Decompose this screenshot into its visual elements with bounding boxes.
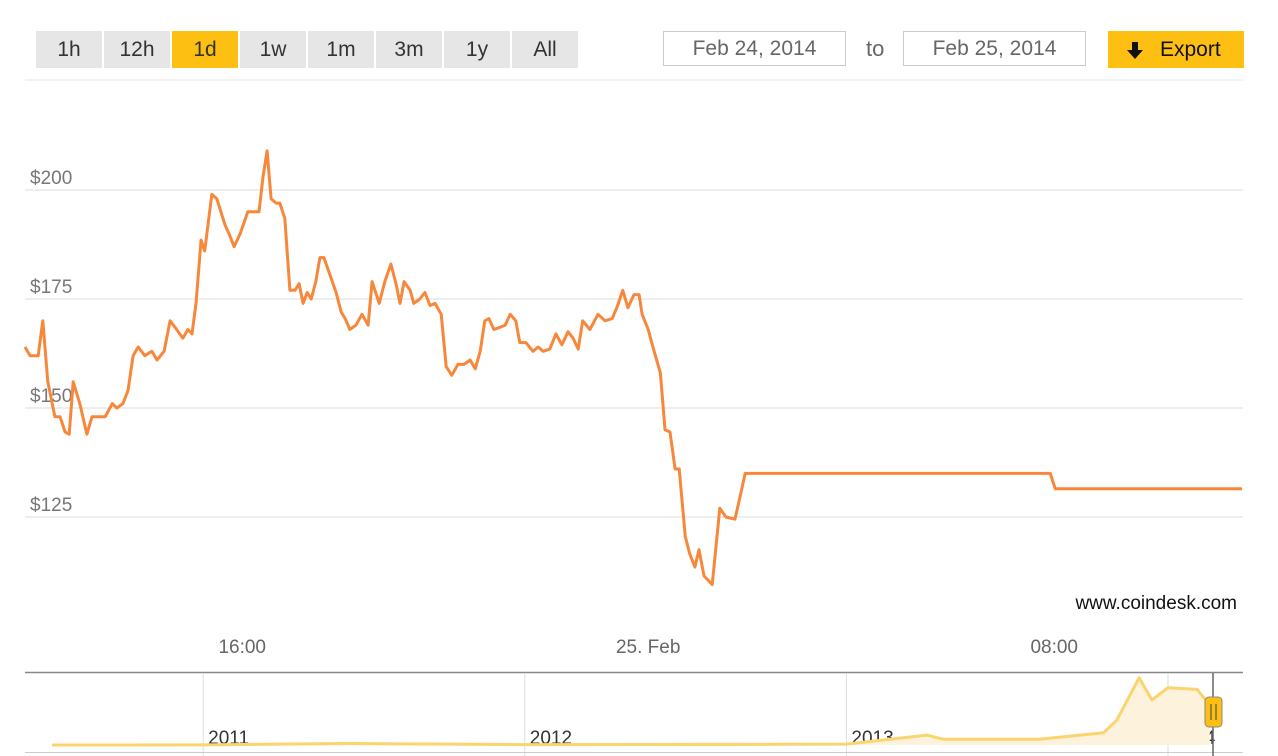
navigator-tick-label: 2014: [1173, 728, 1216, 749]
range-button[interactable]: 1h: [36, 31, 102, 68]
download-icon: [1127, 42, 1143, 59]
watermark: www.coindesk.com: [1074, 593, 1237, 614]
x-tick-label: 08:00: [1030, 637, 1078, 658]
y-tick-label: $150: [30, 386, 72, 407]
y-tick-label: $200: [30, 168, 72, 189]
y-tick-label: $175: [30, 277, 72, 298]
y-tick-label: $125: [30, 495, 72, 516]
navigator-background: [25, 673, 1243, 756]
export-label: Export: [1160, 38, 1221, 61]
range-button[interactable]: 12h: [104, 31, 170, 68]
navigator-area: [52, 677, 1210, 745]
navigator-tick-label: 2012: [530, 728, 572, 749]
date-separator: to: [866, 36, 885, 61]
navigator-tick-label: 2013: [851, 728, 893, 749]
range-button[interactable]: 1y: [444, 31, 510, 68]
navigator-tick-label: 2011: [208, 728, 249, 749]
x-tick-label: 16:00: [218, 637, 266, 658]
export-button[interactable]: Export: [1108, 31, 1244, 68]
price-line: [23, 149, 1242, 587]
range-button[interactable]: 1w: [240, 31, 306, 68]
range-button[interactable]: 3m: [376, 31, 442, 68]
navigator-line: [51, 676, 1211, 747]
navigator-handle: [1204, 696, 1223, 728]
date-from[interactable]: Feb 24, 2014: [663, 31, 846, 66]
range-button[interactable]: 1d: [172, 31, 238, 68]
range-button[interactable]: All: [512, 31, 578, 68]
range-button[interactable]: 1m: [308, 31, 374, 68]
x-tick-label: 25. Feb: [616, 637, 680, 658]
date-to[interactable]: Feb 25, 2014: [903, 31, 1086, 66]
